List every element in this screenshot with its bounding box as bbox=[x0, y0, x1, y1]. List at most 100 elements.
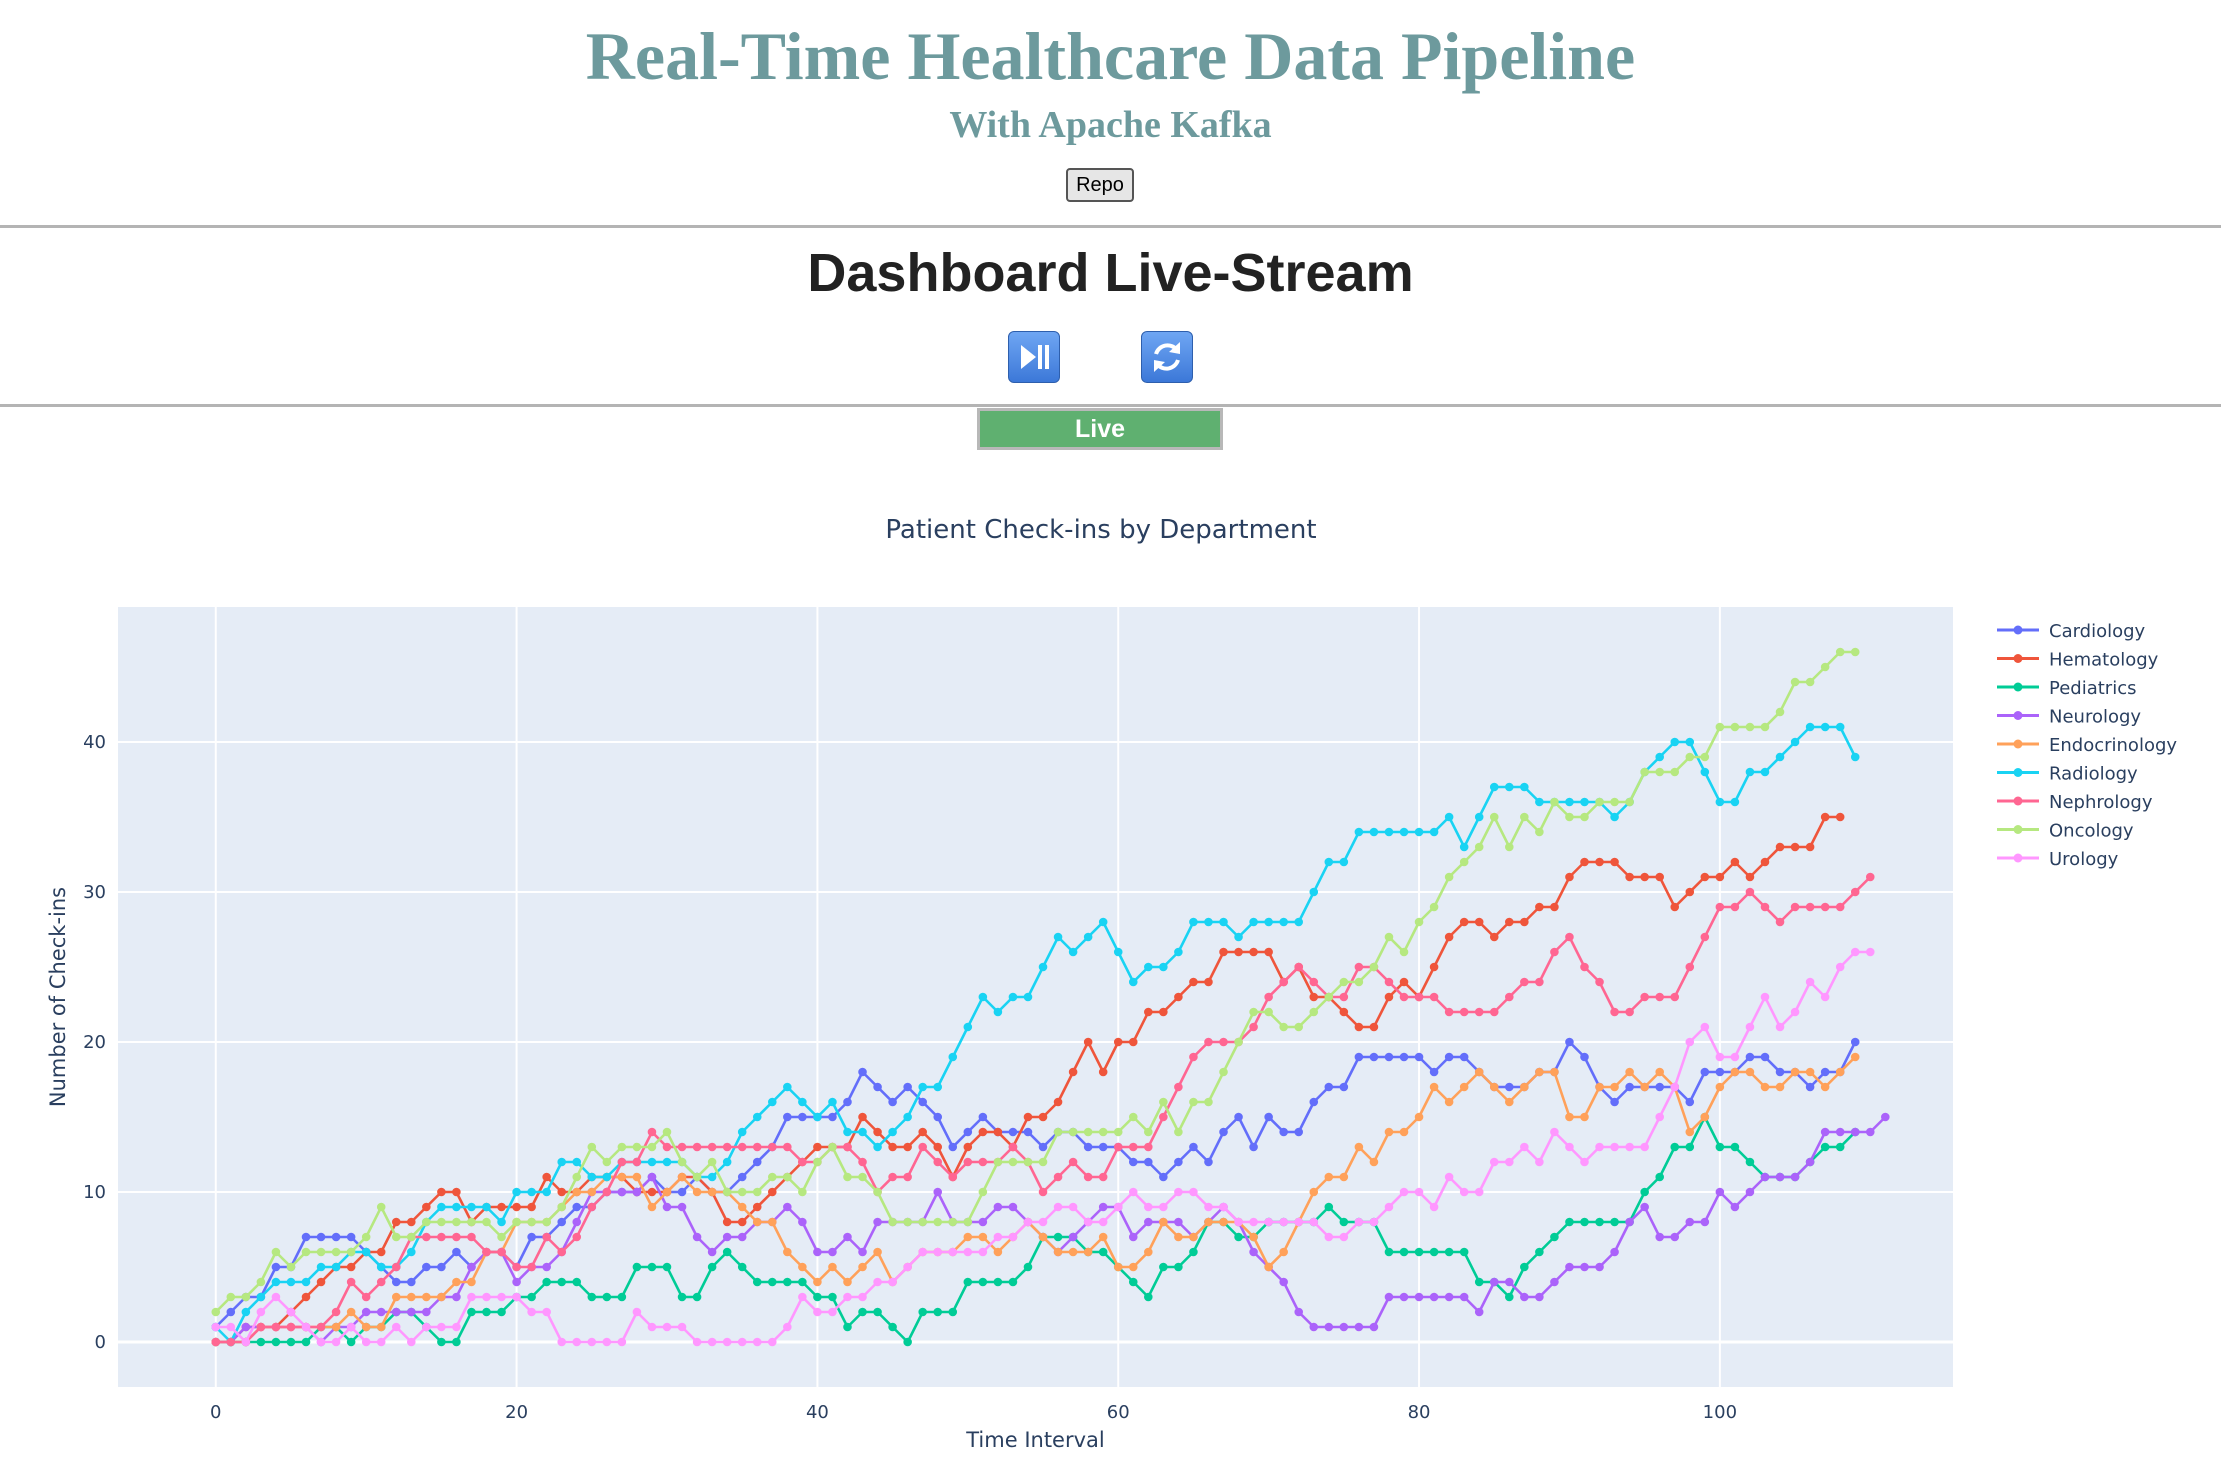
refresh-button[interactable] bbox=[1141, 331, 1193, 383]
data-point-hematology bbox=[1369, 1022, 1379, 1032]
data-point-urology bbox=[437, 1322, 446, 1332]
data-point-radiology bbox=[1249, 917, 1258, 927]
data-point-endocrinology bbox=[1730, 1067, 1740, 1077]
data-point-oncology bbox=[1700, 752, 1710, 762]
data-point-cardiology bbox=[1715, 1067, 1725, 1077]
data-point-hematology bbox=[346, 1262, 356, 1272]
data-point-cardiology bbox=[873, 1082, 882, 1092]
data-point-radiology bbox=[903, 1112, 912, 1122]
data-point-nephrology bbox=[1339, 992, 1349, 1002]
data-point-pediatrics bbox=[722, 1247, 732, 1257]
divider-bottom bbox=[0, 404, 2221, 407]
data-point-cardiology bbox=[737, 1172, 747, 1182]
data-point-oncology bbox=[331, 1247, 341, 1257]
data-point-pediatrics bbox=[692, 1292, 702, 1302]
data-point-hematology bbox=[1159, 1007, 1168, 1017]
data-point-nephrology bbox=[437, 1232, 446, 1242]
data-point-oncology bbox=[1339, 977, 1349, 987]
data-point-oncology bbox=[752, 1187, 762, 1197]
data-point-oncology bbox=[1565, 812, 1574, 822]
data-point-neurology bbox=[1489, 1277, 1499, 1287]
data-point-nephrology bbox=[783, 1142, 792, 1152]
data-point-neurology bbox=[1444, 1292, 1454, 1302]
data-point-hematology bbox=[903, 1142, 912, 1152]
data-point-pediatrics bbox=[767, 1277, 777, 1287]
data-point-hematology bbox=[1610, 857, 1619, 867]
data-point-oncology bbox=[828, 1142, 837, 1152]
data-point-neurology bbox=[241, 1322, 251, 1332]
data-point-pediatrics bbox=[948, 1307, 958, 1317]
data-point-cardiology bbox=[527, 1232, 536, 1242]
data-point-hematology bbox=[1384, 992, 1394, 1002]
data-point-pediatrics bbox=[1655, 1172, 1665, 1182]
data-point-endocrinology bbox=[1595, 1082, 1604, 1092]
data-point-cardiology bbox=[1174, 1157, 1183, 1167]
data-point-pediatrics bbox=[271, 1337, 281, 1347]
data-point-oncology bbox=[978, 1187, 988, 1197]
data-point-nephrology bbox=[1474, 1007, 1484, 1017]
data-point-urology bbox=[1444, 1172, 1454, 1182]
data-point-neurology bbox=[1745, 1187, 1755, 1197]
data-point-oncology bbox=[542, 1217, 551, 1227]
data-point-urology bbox=[226, 1322, 236, 1332]
data-point-radiology bbox=[1159, 962, 1168, 972]
repo-button[interactable]: Repo bbox=[1066, 168, 1134, 202]
data-point-hematology bbox=[1715, 872, 1725, 882]
data-point-oncology bbox=[1174, 1127, 1183, 1137]
data-point-urology bbox=[1189, 1187, 1198, 1197]
data-point-radiology bbox=[1008, 992, 1018, 1002]
data-point-neurology bbox=[813, 1247, 822, 1257]
data-point-neurology bbox=[361, 1307, 371, 1317]
data-point-oncology bbox=[1760, 722, 1770, 732]
data-point-hematology bbox=[993, 1127, 1003, 1137]
data-point-radiology bbox=[1279, 917, 1288, 927]
data-point-radiology bbox=[707, 1172, 717, 1182]
data-point-urology bbox=[1535, 1157, 1544, 1167]
data-point-radiology bbox=[1730, 797, 1740, 807]
data-point-urology bbox=[542, 1307, 551, 1317]
data-point-endocrinology bbox=[1264, 1262, 1273, 1272]
data-point-radiology bbox=[1083, 932, 1093, 942]
data-point-urology bbox=[482, 1292, 491, 1302]
data-point-cardiology bbox=[963, 1127, 973, 1137]
data-point-oncology bbox=[1189, 1097, 1198, 1107]
play-pause-button[interactable] bbox=[1008, 331, 1060, 383]
data-point-hematology bbox=[1309, 992, 1319, 1002]
data-point-oncology bbox=[1850, 647, 1860, 657]
data-point-cardiology bbox=[406, 1277, 416, 1287]
data-point-hematology bbox=[422, 1202, 431, 1212]
data-point-urology bbox=[1264, 1217, 1273, 1227]
play-pause-icon bbox=[1021, 345, 1049, 369]
data-point-nephrology bbox=[1580, 962, 1589, 972]
data-point-pediatrics bbox=[1008, 1277, 1018, 1287]
data-point-urology bbox=[722, 1337, 732, 1347]
data-point-pediatrics bbox=[677, 1292, 687, 1302]
data-point-oncology bbox=[467, 1217, 476, 1227]
data-point-cardiology bbox=[557, 1217, 567, 1227]
data-point-nephrology bbox=[1429, 992, 1439, 1002]
legend-marker-neurology bbox=[2013, 711, 2023, 720]
data-point-urology bbox=[783, 1322, 792, 1332]
data-point-neurology bbox=[1685, 1217, 1695, 1227]
data-point-nephrology bbox=[1128, 1142, 1138, 1152]
data-point-urology bbox=[1775, 1022, 1785, 1032]
data-point-neurology bbox=[452, 1292, 461, 1302]
data-point-endocrinology bbox=[1700, 1112, 1710, 1122]
data-point-hematology bbox=[918, 1127, 927, 1137]
data-point-neurology bbox=[1820, 1127, 1830, 1137]
data-point-urology bbox=[948, 1247, 958, 1257]
data-point-oncology bbox=[783, 1172, 792, 1182]
data-point-radiology bbox=[1204, 917, 1213, 927]
data-point-oncology bbox=[767, 1172, 777, 1182]
data-point-hematology bbox=[1670, 902, 1680, 912]
data-point-urology bbox=[512, 1292, 521, 1302]
data-point-urology bbox=[331, 1337, 341, 1347]
data-point-endocrinology bbox=[1339, 1172, 1349, 1182]
data-point-nephrology bbox=[1038, 1187, 1048, 1197]
data-point-hematology bbox=[1023, 1112, 1033, 1122]
data-point-urology bbox=[1640, 1142, 1649, 1152]
data-point-cardiology bbox=[1339, 1082, 1349, 1092]
data-point-nephrology bbox=[1068, 1157, 1078, 1167]
data-point-endocrinology bbox=[452, 1277, 461, 1287]
chart-title: Patient Check-ins by Department bbox=[885, 515, 1316, 545]
